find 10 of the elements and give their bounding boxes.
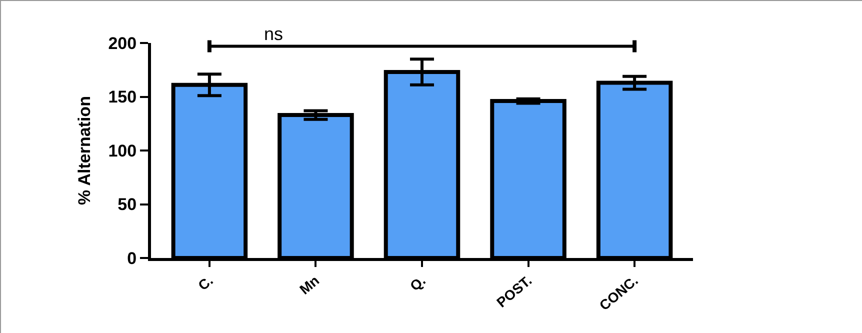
x-tick-label: Q.: [406, 272, 428, 294]
y-tick-label: 0: [127, 248, 137, 268]
y-tick-label: 50: [118, 195, 137, 214]
x-tick-label: C.: [194, 272, 216, 294]
annotation: ns: [264, 24, 284, 44]
y-tick-label: 150: [108, 88, 137, 107]
y-axis-title: % Alternation: [74, 96, 94, 205]
y-tick-label: 200: [108, 34, 137, 53]
x-tick-label: Mn: [296, 272, 322, 298]
y-tick-label: 100: [108, 141, 137, 160]
